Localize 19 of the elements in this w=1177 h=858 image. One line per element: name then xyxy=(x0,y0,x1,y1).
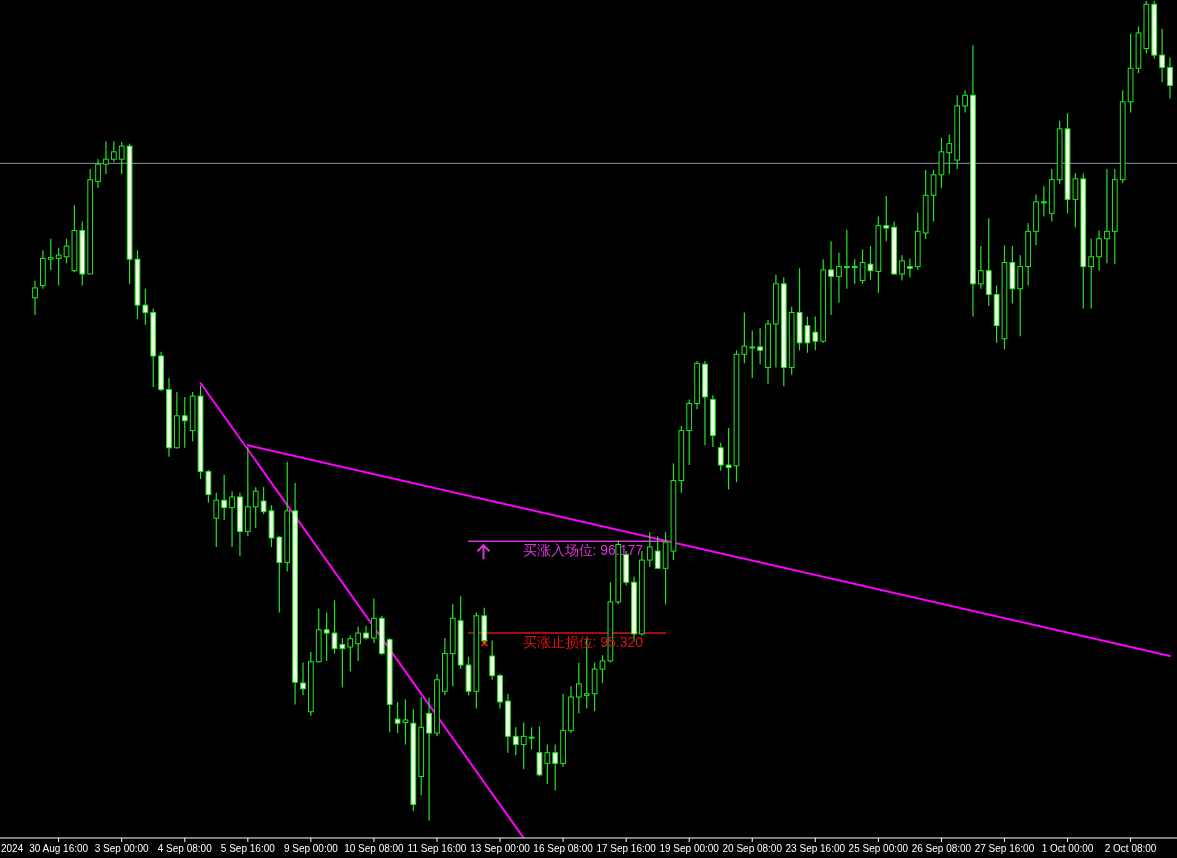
x-tick-label: 4 Sep 08:00 xyxy=(157,843,213,854)
x-tick-label: 2 Oct 08:00 xyxy=(1104,843,1157,854)
x-tick-label: 1 Oct 00:00 xyxy=(1041,843,1094,854)
x-tick-label: 17 Sep 16:00 xyxy=(596,843,657,854)
x-tick-label: 30 Aug 16:00 xyxy=(29,843,89,854)
x-tick-label: 26 Sep 08:00 xyxy=(911,843,972,854)
x-tick-label: 9 Sep 00:00 xyxy=(283,843,339,854)
x-tick-label: 13 Sep 00:00 xyxy=(470,843,531,854)
x-tick-label: 3 Sep 00:00 xyxy=(94,843,150,854)
x-tick-label: 10 Sep 08:00 xyxy=(344,843,405,854)
x-tick-label: 11 Sep 16:00 xyxy=(407,843,467,854)
x-tick-label: 19 Sep 00:00 xyxy=(659,843,720,854)
text: 2024 xyxy=(1,843,24,854)
x-tick-label: 16 Sep 08:00 xyxy=(533,843,594,854)
x-tick-label: 20 Sep 08:00 xyxy=(722,843,783,854)
x-tick-label: 27 Sep 16:00 xyxy=(974,843,1035,854)
x-tick-label: 23 Sep 16:00 xyxy=(785,843,846,854)
x-tick-label: 25 Sep 00:00 xyxy=(848,843,909,854)
x-tick-label: 5 Sep 16:00 xyxy=(220,843,276,854)
